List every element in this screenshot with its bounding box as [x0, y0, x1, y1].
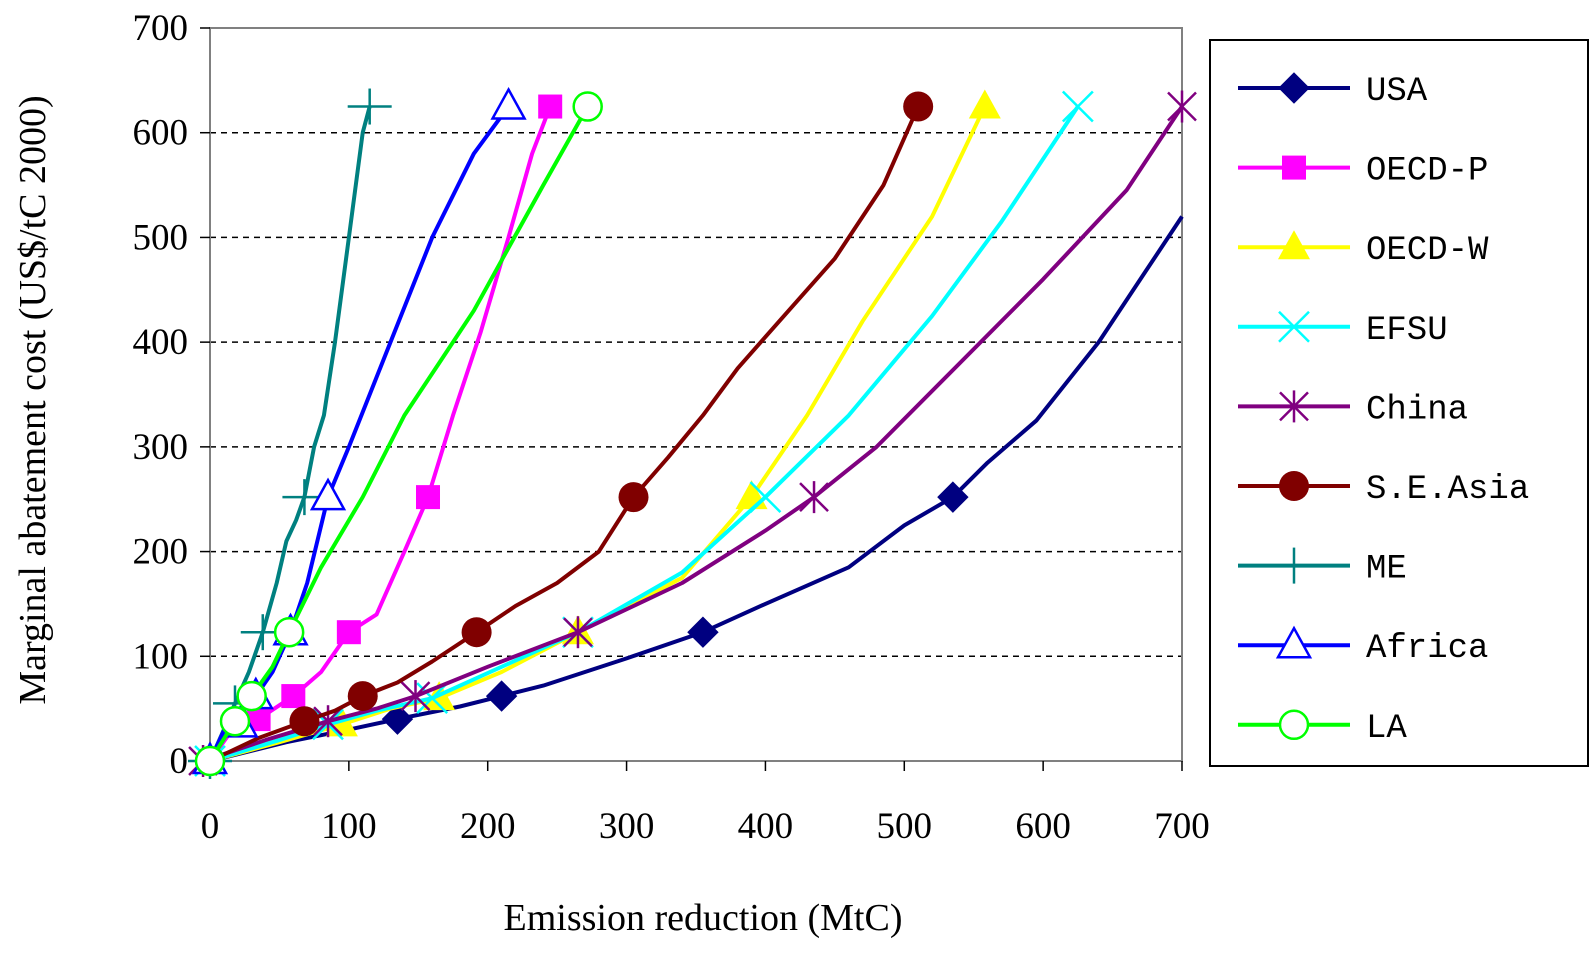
data-point-marker: [490, 86, 527, 120]
y-tick-label: 0: [170, 741, 189, 782]
legend-entry: USA: [1238, 72, 1428, 111]
x-tick-label: 400: [738, 806, 794, 847]
data-point-marker: [799, 481, 829, 514]
data-point-marker: [563, 616, 593, 649]
data-point-marker: [1167, 90, 1197, 123]
y-tick-label: 300: [133, 427, 189, 468]
legend-swatch-marker: [1278, 310, 1310, 343]
series-lines: [188, 86, 1197, 779]
data-point-marker: [281, 684, 306, 709]
legend-label: OECD-W: [1366, 232, 1489, 270]
data-point-marker: [236, 680, 267, 712]
legend-swatch-marker: [1278, 709, 1310, 741]
x-tick-label: 200: [460, 806, 516, 847]
legend-entry: ME: [1238, 547, 1407, 589]
x-tick-label: 500: [877, 806, 933, 847]
data-point-marker: [336, 620, 361, 645]
data-point-marker: [381, 703, 414, 735]
legend-label: China: [1366, 391, 1468, 429]
legend-swatch-marker: [1275, 625, 1313, 659]
y-axis-label: Marginal abatement cost (US$/tC 2000): [12, 95, 54, 704]
series-line: [202, 105, 1184, 763]
data-point-marker: [289, 706, 320, 737]
legend-swatch-marker: [1278, 230, 1310, 260]
y-tick-label: 200: [133, 532, 189, 573]
legend-label: ME: [1366, 551, 1407, 589]
legend-swatch-marker: [1278, 72, 1310, 104]
data-point-marker: [461, 617, 492, 648]
data-point-marker: [400, 680, 431, 713]
series-la: [194, 91, 603, 777]
legend-entry: EFSU: [1238, 310, 1448, 350]
legend-label: EFSU: [1366, 312, 1448, 350]
y-tick-label: 500: [133, 217, 189, 258]
legend-swatch-marker: [1279, 471, 1309, 501]
data-point-marker: [416, 485, 441, 510]
x-tick-label: 0: [201, 806, 220, 847]
data-point-marker: [309, 477, 347, 511]
legend-label: S.E.Asia: [1366, 471, 1529, 509]
data-point-marker: [194, 745, 226, 777]
x-tick-label: 300: [599, 806, 655, 847]
legend-label: LA: [1366, 710, 1407, 748]
y-tick-label: 600: [133, 113, 189, 154]
data-point-marker: [968, 89, 1001, 119]
legend-entry: OECD-P: [1238, 153, 1488, 191]
legend-label: OECD-P: [1366, 153, 1488, 191]
data-point-marker: [347, 681, 378, 712]
data-point-marker: [538, 94, 563, 119]
x-tick-label: 600: [1015, 806, 1071, 847]
data-point-marker: [903, 91, 934, 122]
legend-label: USA: [1366, 73, 1428, 111]
x-axis-label: Emission reduction (MtC): [504, 897, 903, 939]
data-point-marker: [1061, 90, 1094, 123]
legend-entry: S.E.Asia: [1238, 471, 1529, 509]
data-point-marker: [749, 481, 782, 514]
data-point-marker: [618, 482, 649, 513]
legend: USA OECD-P OECD-W EFSU China S.E.Asia ME Africa…: [1209, 39, 1589, 767]
plot-area-border: [209, 27, 1183, 762]
data-point-marker: [219, 705, 251, 737]
legend-entry: OECD-W: [1238, 230, 1489, 270]
legend-entry: LA: [1238, 709, 1407, 748]
y-tick-label: 100: [133, 636, 189, 677]
legend-label: Africa: [1366, 630, 1488, 668]
series-line: [209, 105, 921, 763]
axis-ticks: 0 100 200 300 400 500 600 700 0 100 200 300 400 500 60…: [133, 8, 1210, 847]
legend-entry: Africa: [1238, 625, 1488, 668]
data-point-marker: [347, 88, 392, 125]
x-tick-label: 700: [1154, 806, 1210, 847]
gridlines: [210, 131, 1182, 658]
data-point-marker: [572, 91, 603, 122]
data-point-marker: [937, 481, 969, 513]
legend-swatch-marker: [1279, 390, 1309, 423]
data-point-marker: [687, 616, 719, 648]
legend-swatch-marker: [1272, 547, 1316, 584]
y-tick-label: 400: [133, 322, 189, 363]
data-point-marker: [313, 705, 343, 738]
data-point-marker: [273, 616, 305, 648]
legend-entry: China: [1238, 390, 1468, 429]
x-tick-label: 100: [321, 806, 377, 847]
legend-swatch-marker: [1282, 155, 1306, 180]
data-point-marker: [485, 680, 518, 712]
y-tick-label: 700: [133, 8, 189, 49]
